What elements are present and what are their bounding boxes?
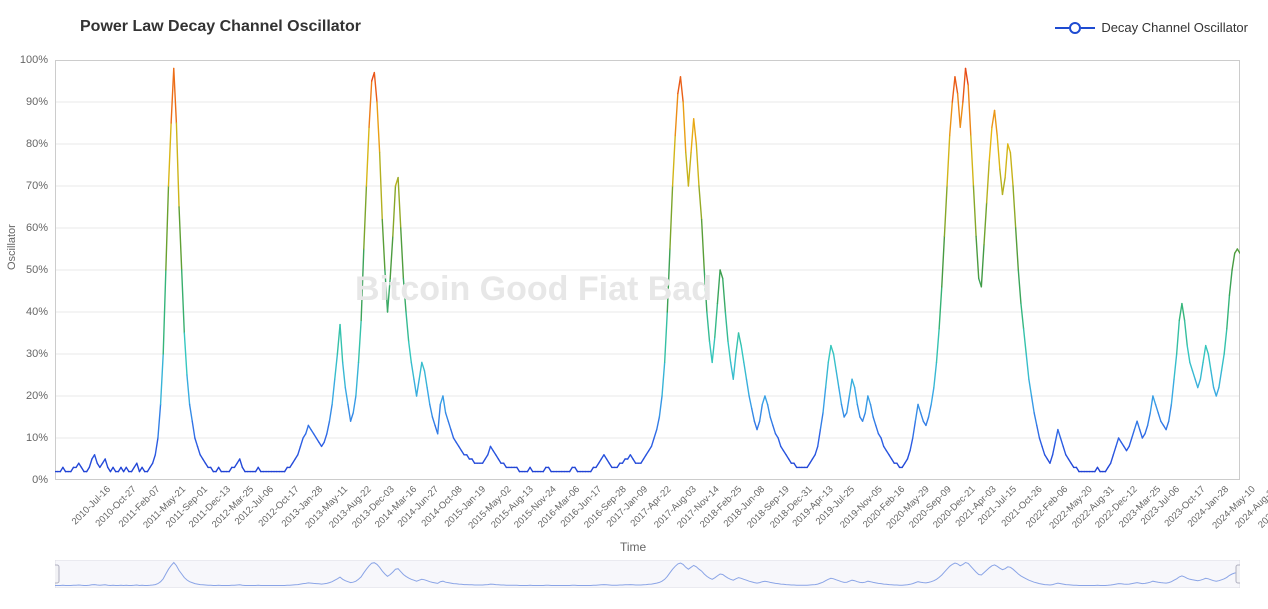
legend-label: Decay Channel Oscillator: [1101, 20, 1248, 35]
y-tick: 100%: [8, 54, 48, 66]
chart-title: Power Law Decay Channel Oscillator: [80, 18, 361, 36]
y-tick: 0%: [8, 474, 48, 486]
y-tick: 10%: [8, 432, 48, 444]
y-tick: 80%: [8, 138, 48, 150]
chart-svg: [55, 60, 1240, 480]
navigator-handle-right[interactable]: [1236, 565, 1240, 583]
y-tick: 40%: [8, 306, 48, 318]
x-axis-label: Time: [620, 540, 646, 554]
y-tick: 50%: [8, 264, 48, 276]
x-ticks: 2010-Jul-162010-Oct-272011-Feb-072011-Ma…: [55, 482, 1240, 552]
legend[interactable]: Decay Channel Oscillator: [1055, 20, 1248, 35]
y-tick: 20%: [8, 390, 48, 402]
y-tick: 60%: [8, 222, 48, 234]
gridlines: [55, 60, 1240, 480]
y-tick: 90%: [8, 96, 48, 108]
legend-marker: [1055, 22, 1095, 34]
y-tick: 30%: [8, 348, 48, 360]
navigator[interactable]: [55, 560, 1240, 588]
navigator-handle-left[interactable]: [55, 565, 59, 583]
chart-plot-area[interactable]: Bitcoin Good Fiat Bad: [55, 60, 1240, 480]
y-tick: 70%: [8, 180, 48, 192]
